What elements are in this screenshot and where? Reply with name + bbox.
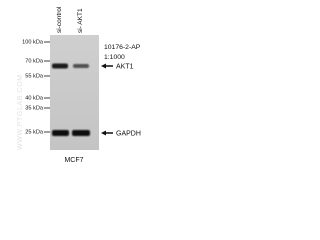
marker-label: 55 kDa <box>25 74 44 80</box>
band-gapdh-control <box>52 130 69 136</box>
marker-ladder: 100 kDa 70 kDa 55 kDa 40 kDa 35 kDa 25 k… <box>22 40 50 136</box>
marker-label: 35 kDa <box>25 106 44 112</box>
band-gapdh-knockdown <box>72 130 90 136</box>
marker-label: 100 kDa <box>22 40 44 46</box>
lane-label: si-control <box>56 6 63 33</box>
marker-label: 40 kDa <box>25 96 44 102</box>
dilution: 1:1000 <box>104 54 125 61</box>
arrow <box>101 130 113 136</box>
marker-label: 25 kDa <box>25 130 44 136</box>
lane-label: si- AKT1 <box>77 8 84 33</box>
arrow <box>101 63 113 69</box>
cell-line: MCF7 <box>64 157 83 164</box>
band-akt1-knockdown <box>73 64 89 68</box>
marker-label: 70 kDa <box>25 59 44 65</box>
antibody-id: 10176-2-AP <box>104 44 141 51</box>
band-label: GAPDH <box>116 131 141 138</box>
western-blot-figure: WWW.PTGLAB.COM si-control si- AKT1 10176… <box>17 6 141 164</box>
band-label: AKT1 <box>116 64 134 71</box>
watermark: WWW.PTGLAB.COM <box>17 74 24 150</box>
band-akt1-control <box>52 63 68 69</box>
